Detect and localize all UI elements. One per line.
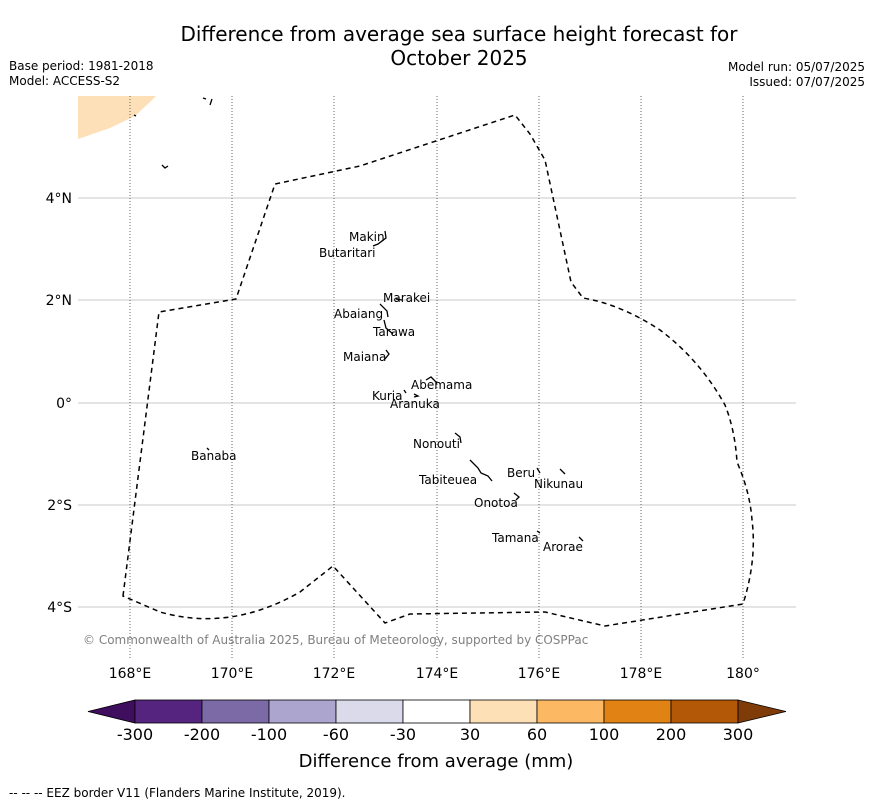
island-label-banaba: Banaba — [191, 449, 237, 463]
copyright-notice: © Commonwealth of Australia 2025, Bureau… — [83, 633, 588, 647]
island-top-left-3 — [161, 164, 169, 169]
lon-label-174e: 174°E — [416, 666, 459, 682]
island-shapes — [133, 97, 584, 542]
lon-label-178e: 178°E — [620, 666, 663, 682]
colorbar-extend-high — [737, 699, 787, 724]
island-aranuka-shape — [413, 393, 420, 398]
colorbar-label-10: 300 — [723, 725, 754, 744]
lon-label-176e: 176°E — [518, 666, 561, 682]
lon-labels: 168°E 170°E 172°E 174°E 176°E 178°E 180° — [109, 666, 760, 682]
issue-info: Model run: 05/07/2025 Issued: 07/07/2025 — [728, 60, 865, 90]
island-tarawa-shape — [383, 319, 394, 335]
island-label-beru: Beru — [507, 466, 535, 480]
colorbar-title: Difference from average (mm) — [299, 751, 574, 772]
island-label-aranuka: Aranuka — [390, 397, 440, 411]
colorbar-label-3: -100 — [251, 725, 287, 744]
lon-label-170e: 170°E — [211, 666, 254, 682]
island-label-arorae: Arorae — [543, 540, 583, 554]
eez-border — [122, 114, 755, 627]
colorbar-label-6: 30 — [460, 725, 480, 744]
colorbar — [87, 699, 787, 724]
island-label-maiana: Maiana — [343, 350, 386, 364]
island-label-tarawa: Tarawa — [372, 325, 415, 339]
island-top-left-1 — [202, 97, 207, 100]
island-label-butaritari: Butaritari — [319, 246, 376, 260]
island-speck — [133, 114, 137, 117]
lon-label-168e: 168°E — [109, 666, 152, 682]
legend-footer: -- -- -- EEZ border V11 (Flanders Marine… — [9, 786, 346, 800]
island-label-tabiteuea: Tabiteuea — [418, 473, 477, 487]
island-maiana-shape — [384, 349, 390, 360]
island-tabiteuea-shape — [469, 459, 493, 482]
colorbar-label-1: -300 — [117, 725, 153, 744]
colorbar-label-7: 60 — [527, 725, 547, 744]
lon-label-180: 180° — [726, 666, 760, 682]
lon-label-172e: 172°E — [313, 666, 356, 682]
colorbar-label-5: -30 — [390, 725, 416, 744]
lat-labels: 4°N 2°N 0° 2°S 4°S — [46, 191, 73, 616]
colorbar-labels: -300 -200 -100 -60 -30 30 60 100 200 300 — [117, 725, 753, 744]
model-run: Model run: 05/07/2025 — [727, 60, 865, 74]
island-nikunau-shape — [559, 468, 566, 475]
map-title: Difference from average sea surface heig… — [0, 22, 873, 70]
colorbar-bin-2 — [201, 699, 270, 724]
colorbar-label-4: -60 — [323, 725, 349, 744]
island-label-kuria: Kuria — [372, 389, 403, 403]
island-abemama-shape — [425, 376, 438, 384]
issued-date: Issued: 07/07/2025 — [749, 75, 865, 89]
colorbar-bin-7 — [536, 699, 605, 724]
base-period: Base period: 1981-2018 — [9, 59, 154, 73]
colorbar-bin-1 — [134, 699, 203, 724]
lat-label-2s: 2°S — [47, 498, 72, 514]
lon-gridlines — [129, 96, 744, 660]
colorbar-label-2: -200 — [184, 725, 220, 744]
island-label-abaiang: Abaiang — [334, 307, 383, 321]
island-beru-shape — [536, 467, 541, 474]
island-top-left-2 — [209, 98, 213, 106]
island-label-nonouti: Nonouti — [413, 437, 460, 451]
island-label-abemama: Abemama — [411, 378, 472, 392]
colorbar-bin-6 — [469, 699, 538, 724]
colorbar-extend-low — [87, 699, 136, 724]
island-nonouti-shape — [454, 432, 462, 444]
island-tamana-shape — [536, 530, 541, 534]
lat-label-2n: 2°N — [46, 293, 72, 309]
legend-footer-text: -- -- -- EEZ border V11 (Flanders Marine… — [9, 786, 346, 800]
island-onotoa-shape — [513, 492, 520, 501]
island-arorae-shape — [578, 536, 584, 542]
island-labels: Makin Butaritari Marakei Abaiang Tarawa … — [191, 230, 583, 554]
model-name: Model: ACCESS-S2 — [9, 74, 121, 88]
map-title-line2: October 2025 — [390, 46, 528, 70]
island-abaiang-shape — [379, 303, 389, 318]
model-info: Base period: 1981-2018 Model: ACCESS-S2 — [9, 59, 154, 89]
colorbar-bin-3 — [268, 699, 337, 724]
lat-label-4n: 4°N — [46, 191, 72, 207]
colorbar-bin-4 — [335, 699, 404, 724]
land-mass — [78, 96, 156, 139]
island-label-tamana: Tamana — [491, 531, 539, 545]
island-label-makin: Makin — [349, 230, 385, 244]
lat-label-0: 0° — [56, 396, 72, 412]
colorbar-bin-8 — [603, 699, 672, 724]
colorbar-bin-5 — [402, 699, 471, 724]
island-label-nikunau: Nikunau — [534, 477, 583, 491]
island-kuria-shape — [403, 389, 407, 394]
colorbar-label-9: 200 — [656, 725, 687, 744]
island-label-onotoa: Onotoa — [474, 496, 518, 510]
island-banaba-shape — [206, 447, 210, 451]
map-title-line1: Difference from average sea surface heig… — [180, 22, 738, 46]
lat-label-4s: 4°S — [47, 600, 72, 616]
island-butaritari-shape — [372, 230, 387, 247]
colorbar-bin-9 — [670, 699, 739, 724]
island-label-marakei: Marakei — [383, 291, 430, 305]
colorbar-label-8: 100 — [589, 725, 620, 744]
island-marakei-shape — [395, 298, 403, 301]
